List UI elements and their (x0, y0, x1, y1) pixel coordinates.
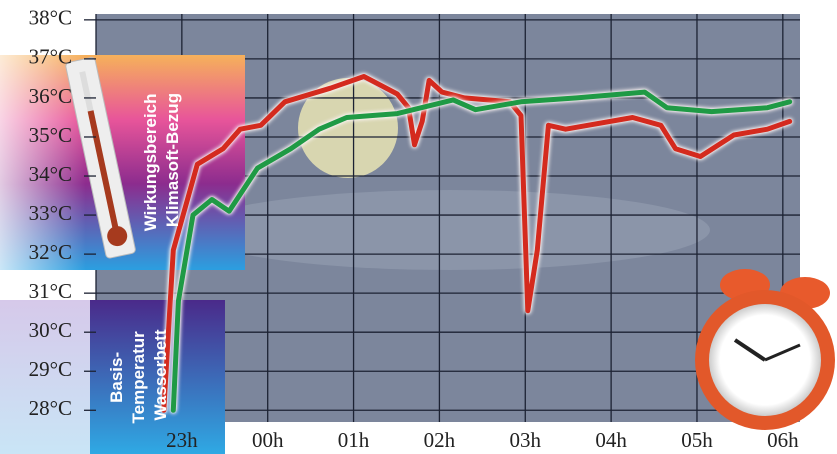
annotation-line: Basis- (107, 352, 126, 403)
y-tick-label: 38°C (29, 6, 72, 30)
x-tick-label: 23h (166, 428, 198, 452)
thermometer (65, 57, 136, 259)
x-tick-label: 05h (681, 428, 713, 452)
y-tick-label: 33°C (29, 201, 72, 225)
alarm-clock (695, 269, 835, 430)
annotation-line: Wasserbett (151, 329, 170, 420)
x-tick-label: 03h (510, 428, 542, 452)
x-tick-label: 00h (252, 428, 284, 452)
y-tick-label: 29°C (29, 357, 72, 381)
data-line (170, 89, 793, 413)
moon (298, 78, 398, 178)
annotation-line: Temperatur (129, 331, 148, 424)
data-line (161, 74, 793, 413)
annotation-line: Klimasoft-Bezug (163, 93, 182, 227)
y-tick-label: 28°C (29, 396, 72, 420)
y-tick-label: 32°C (29, 240, 72, 264)
annotation: Basis- Temperatur Wasserbett (107, 327, 170, 424)
base-band (90, 300, 225, 454)
x-tick-label: 06h (767, 428, 799, 452)
y-tick-label: 37°C (29, 45, 72, 69)
y-tick-label: 35°C (29, 123, 72, 147)
y-tick-label: 30°C (29, 318, 72, 342)
y-tick-label: 36°C (29, 84, 72, 108)
base-side (0, 300, 90, 454)
y-tick-label: 34°C (29, 162, 72, 186)
x-tick-label: 04h (595, 428, 627, 452)
annotation: Wirkungsbereich Klimasoft-Bezug (141, 89, 182, 232)
x-tick-label: 02h (424, 428, 456, 452)
x-tick-label: 01h (338, 428, 370, 452)
y-tick-label: 31°C (29, 279, 72, 303)
cloud (190, 190, 710, 270)
annotation-line: Wirkungsbereich (141, 93, 160, 231)
